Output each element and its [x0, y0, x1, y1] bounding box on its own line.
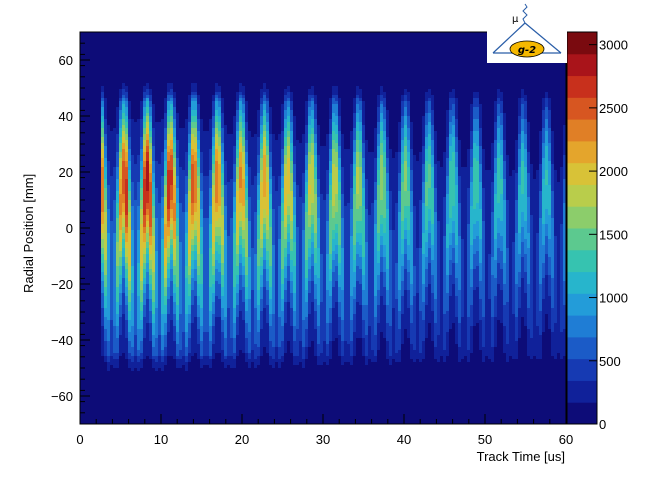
- x-tick-label: 10: [154, 432, 168, 447]
- colorbar-swatch: [567, 53, 597, 77]
- heatmap-plot-area: [80, 32, 566, 424]
- y-tick-label: −60: [51, 389, 73, 404]
- x-tick-label: 50: [478, 432, 492, 447]
- colorbar-swatch: [567, 32, 597, 55]
- colorbar-swatch: [567, 315, 597, 338]
- colorbar-swatch: [567, 402, 597, 425]
- colorbar-swatch: [567, 358, 597, 381]
- colorbar-swatch: [567, 249, 597, 273]
- y-tick-label: 60: [59, 53, 73, 68]
- colorbar-tick-label: 2000: [599, 164, 628, 179]
- y-tick-label: 40: [59, 109, 73, 124]
- colorbar-swatch: [567, 184, 597, 207]
- colorbar-tick-label: 0: [599, 417, 606, 432]
- colorbar-swatch: [567, 336, 597, 360]
- x-tick-label: 20: [235, 432, 249, 447]
- colorbar-swatch: [567, 293, 597, 316]
- y-tick-label: 20: [59, 165, 73, 180]
- logo-mu-symbol: μ: [512, 14, 519, 25]
- axes-layer: 0 10 20 30 40 50 60 −60 −40 −20 0 20 40 60: [51, 31, 573, 447]
- colorbar-tick-label: 1500: [599, 227, 628, 242]
- colorbar-frame: [566, 31, 598, 425]
- colorbar-swatch: [567, 162, 597, 185]
- plot-frame: [79, 31, 567, 425]
- colorbar-tick-label: 3000: [599, 38, 628, 53]
- logo-line-left: [492, 22, 526, 54]
- colorbar-swatch: [567, 119, 597, 142]
- logo-photon-line: [522, 3, 528, 24]
- logo-bubble: [509, 40, 545, 58]
- logo-label: g-2: [518, 45, 536, 56]
- colorbar-swatch: [567, 140, 597, 164]
- logo-line-right: [524, 22, 562, 54]
- x-tick-label: 60: [559, 432, 573, 447]
- colorbar-tick-label: 2500: [599, 101, 628, 116]
- colorbar: 0 500 1000 1500 2000 2500 3000: [566, 31, 628, 432]
- y-tick-label: −40: [51, 333, 73, 348]
- colorbar-tick-label: 1000: [599, 291, 628, 306]
- x-tick-label: 40: [397, 432, 411, 447]
- colorbar-tick-label: 500: [599, 354, 621, 369]
- y-tick-label: 0: [66, 221, 73, 236]
- x-tick-label: 30: [316, 432, 330, 447]
- y-axis-title: Radial Position [mm]: [21, 174, 36, 293]
- g-2-logo: μ g-2: [487, 3, 567, 63]
- y-tick-label: −20: [51, 277, 73, 292]
- colorbar-swatch: [567, 228, 597, 251]
- colorbar-swatch: [567, 75, 597, 98]
- colorbar-swatch: [567, 206, 597, 229]
- colorbar-swatch: [567, 271, 597, 294]
- colorbar-swatch: [567, 380, 597, 403]
- x-axis-title: Track Time [us]: [477, 449, 565, 464]
- x-tick-label: 0: [76, 432, 83, 447]
- colorbar-swatch: [567, 97, 597, 120]
